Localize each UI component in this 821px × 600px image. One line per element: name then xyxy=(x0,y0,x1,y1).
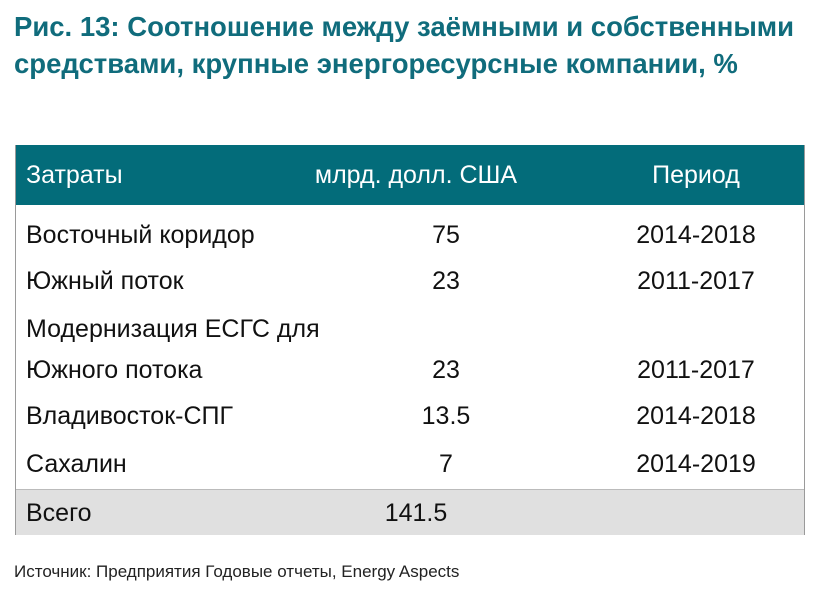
header-period: Период xyxy=(652,161,740,189)
cost-table: Затраты млрд. долл. США Период Восточный… xyxy=(15,145,805,535)
table-row: Сахалин 7 2014-2019 xyxy=(16,450,804,496)
row-period: 2011-2017 xyxy=(637,356,755,384)
row-value: 23 xyxy=(432,267,460,295)
total-label: Всего xyxy=(26,499,92,527)
total-row: Всего 141.5 xyxy=(16,489,804,535)
header-amount: млрд. долл. США xyxy=(314,161,518,189)
row-period: 2011-2017 xyxy=(637,267,755,295)
row-period: 2014-2019 xyxy=(636,450,756,478)
row-name: Модернизация ЕСГС для xyxy=(26,315,320,343)
row-name: Южный поток xyxy=(26,267,184,295)
row-value: 7 xyxy=(439,450,453,478)
table-header: Затраты млрд. долл. США Период xyxy=(16,145,804,205)
row-name: Владивосток-СПГ xyxy=(26,402,234,430)
row-period: 2014-2018 xyxy=(636,221,756,249)
row-period: 2014-2018 xyxy=(636,402,756,430)
row-name: Восточный коридор xyxy=(26,221,255,249)
table-row: Модернизация ЕСГС для Южного потока 23 2… xyxy=(16,315,804,405)
table-row: Восточный коридор 75 2014-2018 xyxy=(16,221,804,267)
source-note: Источник: Предприятия Годовые отчеты, En… xyxy=(14,562,460,581)
row-value: 13.5 xyxy=(421,402,471,430)
row-value: 23 xyxy=(432,356,460,384)
table-row: Южный поток 23 2011-2017 xyxy=(16,267,804,313)
row-name-continued: Южного потока xyxy=(26,356,203,384)
table-row: Владивосток-СПГ 13.5 2014-2018 xyxy=(16,402,804,448)
header-costs: Затраты xyxy=(26,161,123,189)
row-value: 75 xyxy=(432,221,460,249)
figure-title: Рис. 13: Соотношение между заёмными и со… xyxy=(14,11,795,79)
row-name: Сахалин xyxy=(26,450,127,478)
total-value: 141.5 xyxy=(384,499,448,527)
